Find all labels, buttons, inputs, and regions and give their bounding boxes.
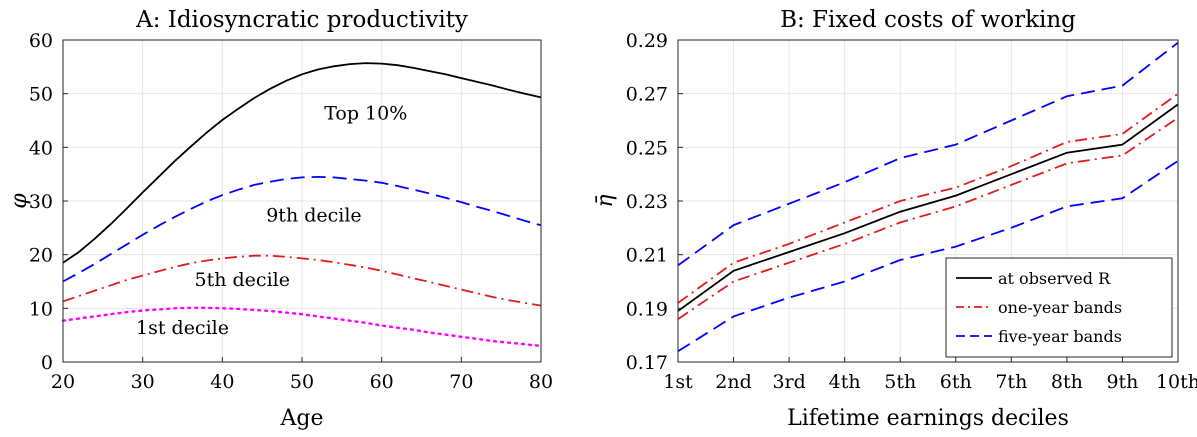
series-line-first — [61, 306, 543, 348]
series-annotation: 9th decile — [266, 204, 361, 226]
y-tick-label: 30 — [29, 191, 53, 213]
panel-b-series — [677, 41, 1179, 353]
panel-a-title: A: Idiosyncratic productivity — [135, 7, 468, 33]
series-line-one_lower — [677, 117, 1179, 320]
series-annotation: 1st decile — [136, 317, 229, 339]
y-tick-label: 0.27 — [626, 84, 668, 106]
panel-b-chart: 1st 2nd 3rd 4th 5th 6th 7th 8th 9th 10th 0.17 0.19… — [593, 7, 1197, 431]
y-tick-label: 50 — [29, 84, 53, 106]
x-tick-label: 2nd — [715, 371, 752, 393]
series-line-one_upper — [677, 92, 1179, 304]
y-tick-label: 10 — [29, 298, 53, 320]
x-tick-label: 60 — [370, 371, 394, 393]
panel-b-title: B: Fixed costs of working — [780, 7, 1076, 33]
panel-a-series — [61, 62, 543, 348]
x-tick-label: 80 — [529, 371, 553, 393]
panel-a-y-ticks: 0 10 20 30 40 50 60 — [29, 30, 68, 374]
x-tick-label: 7th — [995, 371, 1027, 393]
series-line-five_upper — [677, 41, 1179, 267]
panel-b-legend: at observed R one-year bands five-year ban… — [945, 257, 1173, 358]
panel-a-annotations: Top 10% 9th decile 5th decile 1st decile — [136, 102, 407, 339]
y-tick-label: 40 — [29, 137, 53, 159]
x-tick-label: 5th — [884, 371, 916, 393]
panel-b-y-axis-label: η̄ — [593, 194, 618, 207]
series-line-five_lower — [677, 160, 1179, 353]
x-tick-label: 6th — [940, 371, 972, 393]
x-tick-label: 9th — [1106, 371, 1138, 393]
y-tick-label: 0.19 — [626, 298, 668, 320]
panel-b-y-ticks: 0.17 0.19 0.21 0.23 0.25 0.27 0.29 — [626, 30, 683, 374]
legend-label-five_upper: five-year bands — [998, 327, 1122, 346]
y-tick-label: 0.21 — [626, 245, 668, 267]
panel-a-x-axis-label: Age — [280, 406, 324, 431]
x-tick-label: 1st — [663, 371, 693, 393]
y-tick-label: 0.29 — [626, 30, 668, 52]
legend-label-one_upper: one-year bands — [998, 298, 1122, 317]
panel-b-x-ticks: 1st 2nd 3rd 4th 5th 6th 7th 8th 9th 10th — [663, 357, 1197, 393]
x-tick-label: 3rd — [772, 371, 805, 393]
series-line-ninth — [62, 175, 542, 283]
series-line-fifth — [62, 254, 542, 307]
panel-a-y-axis-label: φ — [7, 193, 32, 209]
x-tick-label: 8th — [1051, 371, 1083, 393]
y-tick-label: 0.23 — [626, 191, 668, 213]
y-tick-label: 0.17 — [626, 352, 668, 374]
panel-b-legend-box — [945, 257, 1173, 358]
y-tick-label: 0.25 — [626, 137, 668, 159]
series-annotation: Top 10% — [324, 102, 407, 124]
panel-b-x-axis-label: Lifetime earnings deciles — [787, 406, 1069, 431]
y-tick-label: 60 — [29, 30, 53, 52]
x-tick-label: 30 — [131, 371, 155, 393]
panel-a-x-ticks: 20 30 40 50 60 70 80 — [51, 357, 553, 393]
x-tick-label: 20 — [51, 371, 75, 393]
x-tick-label: 40 — [210, 371, 234, 393]
series-annotation: 5th decile — [195, 269, 290, 291]
panel-a-chart: 20 30 40 50 60 70 80 0 10 20 30 40 50 60 Top 10% 9th … — [7, 7, 553, 431]
series-line-observed — [677, 103, 1179, 312]
legend-label-observed: at observed R — [998, 269, 1111, 288]
y-tick-label: 20 — [29, 245, 53, 267]
x-tick-label: 10th — [1156, 371, 1197, 393]
x-tick-label: 4th — [829, 371, 861, 393]
series-line-top10 — [62, 62, 542, 264]
y-tick-label: 0 — [41, 352, 53, 374]
x-tick-label: 70 — [449, 371, 473, 393]
x-tick-label: 50 — [290, 371, 314, 393]
